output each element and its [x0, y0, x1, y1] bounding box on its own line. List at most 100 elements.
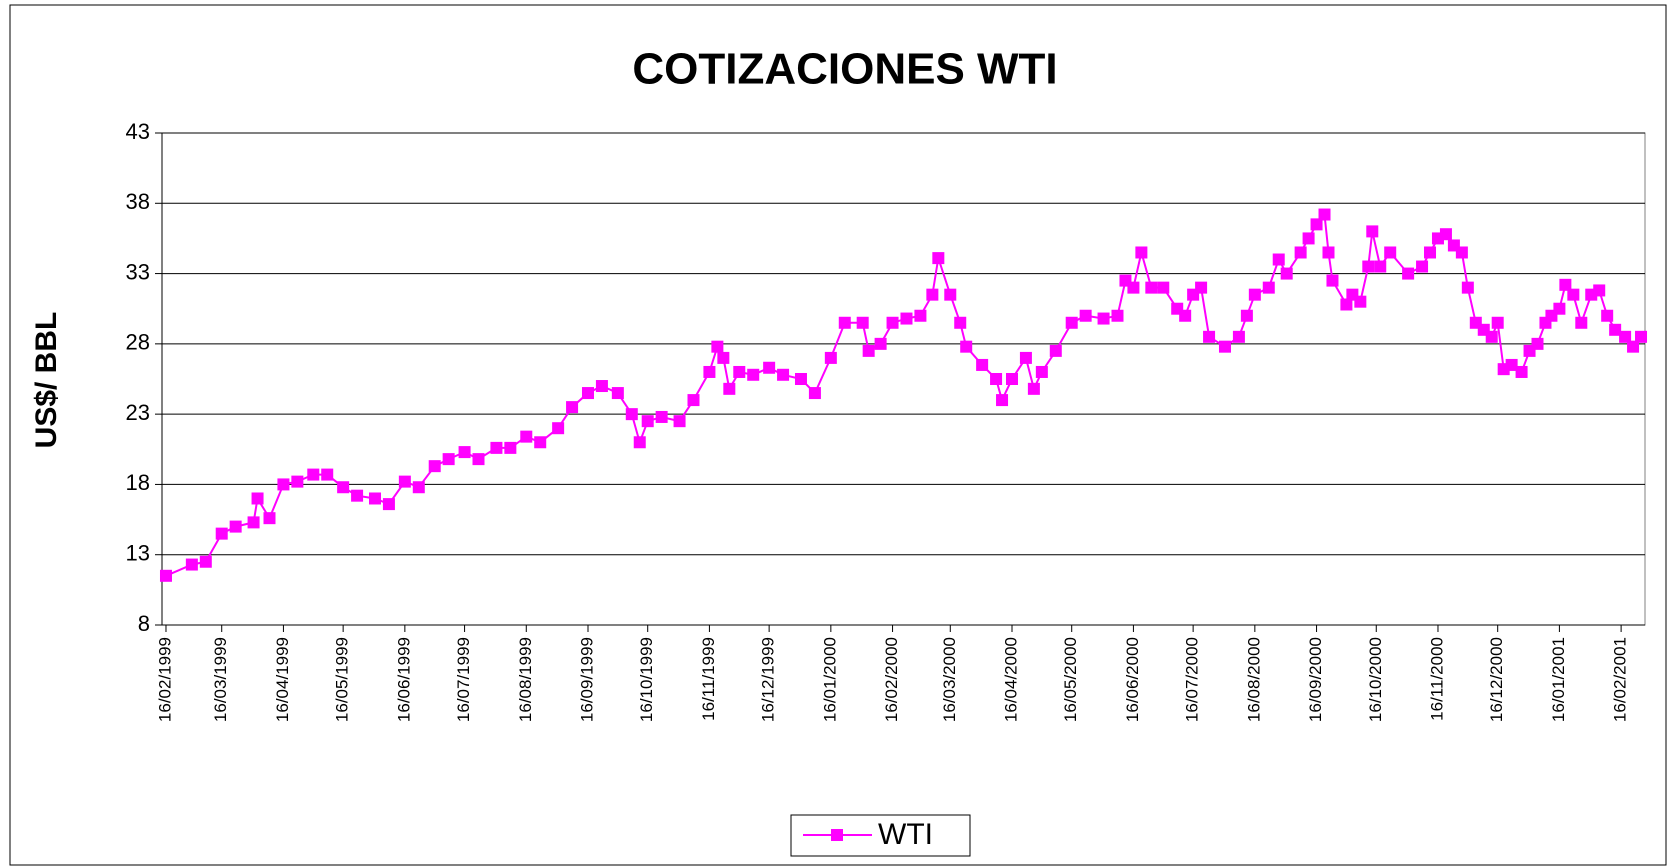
data-point: [655, 410, 668, 423]
data-point: [185, 558, 198, 571]
data-point: [996, 394, 1009, 407]
data-point: [458, 446, 471, 459]
data-point: [1218, 340, 1231, 353]
data-point: [199, 555, 212, 568]
x-tick-label: 16/02/2001: [1611, 637, 1630, 722]
x-tick-label: 16/01/2001: [1549, 637, 1568, 722]
chart-title: COTIZACIONES WTI: [632, 45, 1057, 94]
data-point: [337, 481, 350, 494]
data-point: [251, 492, 264, 505]
x-tick-label: 16/10/1999: [637, 637, 656, 722]
data-point: [1455, 246, 1468, 259]
data-point: [1424, 246, 1437, 259]
data-point: [534, 436, 547, 449]
data-point: [763, 361, 776, 374]
data-point: [307, 468, 320, 481]
data-point: [1049, 344, 1062, 357]
legend-marker: [831, 829, 843, 841]
data-point: [1240, 309, 1253, 322]
data-point: [247, 516, 260, 529]
data-point: [504, 441, 517, 454]
y-tick-label: 18: [126, 470, 150, 495]
data-point: [1609, 323, 1622, 336]
data-point: [472, 453, 485, 466]
x-tick-label: 16/09/2000: [1306, 637, 1325, 722]
data-point: [277, 478, 290, 491]
data-point: [1635, 330, 1648, 343]
data-point: [733, 365, 746, 378]
data-point: [552, 422, 565, 435]
x-tick-label: 16/12/1999: [759, 637, 778, 722]
data-point: [1145, 281, 1158, 294]
data-point: [1302, 232, 1315, 245]
data-point: [838, 316, 851, 329]
data-point: [1248, 288, 1261, 301]
x-tick-label: 16/02/2000: [882, 637, 901, 722]
x-tick-label: 16/11/2000: [1427, 637, 1446, 721]
data-point: [1310, 218, 1323, 231]
data-point: [1318, 208, 1331, 221]
data-point: [1232, 330, 1245, 343]
data-point: [229, 520, 242, 533]
data-point: [1491, 316, 1504, 329]
data-point: [398, 475, 411, 488]
data-point: [1005, 373, 1018, 385]
data-point: [1035, 365, 1048, 378]
data-point: [566, 401, 579, 414]
data-point: [824, 351, 837, 364]
y-tick-label: 28: [126, 330, 150, 355]
x-tick-label: 16/08/1999: [516, 637, 535, 722]
data-point: [291, 475, 304, 488]
data-point: [1079, 309, 1092, 322]
data-point: [932, 252, 945, 265]
legend: WTI: [790, 814, 971, 857]
data-point: [1384, 246, 1397, 259]
data-point: [368, 492, 381, 505]
data-point: [1601, 309, 1614, 322]
data-point: [862, 344, 875, 357]
data-point: [711, 340, 724, 353]
x-tick-label: 16/11/1999: [699, 637, 718, 721]
data-point: [1340, 298, 1353, 311]
data-point: [1097, 312, 1110, 325]
y-tick-label: 13: [126, 541, 150, 566]
data-point: [1366, 225, 1379, 238]
data-point: [321, 468, 334, 481]
data-point: [723, 382, 736, 395]
data-point: [215, 527, 228, 540]
plot-area: [161, 132, 1646, 626]
data-point: [1575, 316, 1588, 329]
data-point: [960, 340, 973, 353]
data-point: [1439, 228, 1452, 241]
data-point: [990, 373, 1003, 385]
data-point: [1354, 295, 1367, 308]
data-point: [1272, 253, 1285, 266]
data-point: [595, 380, 608, 393]
data-point: [1326, 274, 1339, 287]
x-tick-label: 16/01/2000: [820, 637, 839, 722]
x-tick-label: 16/08/2000: [1244, 637, 1263, 722]
data-point: [1111, 309, 1124, 322]
data-point: [1619, 330, 1632, 343]
data-point: [1019, 351, 1032, 364]
data-point: [808, 387, 821, 400]
data-point: [1374, 260, 1387, 273]
data-point: [1135, 246, 1148, 259]
data-point: [673, 415, 686, 428]
data-point: [794, 373, 807, 385]
data-point: [1065, 316, 1078, 329]
data-point: [1127, 281, 1140, 294]
y-tick-label: 43: [126, 119, 150, 144]
data-point: [1567, 288, 1580, 301]
x-tick-label: 16/02/1999: [155, 637, 174, 722]
x-tick-label: 16/04/1999: [273, 637, 292, 722]
legend-label: WTI: [878, 818, 933, 851]
data-point: [914, 309, 927, 322]
y-tick-label: 23: [126, 400, 150, 425]
data-point: [641, 415, 654, 428]
data-point: [625, 408, 638, 421]
data-point: [1461, 281, 1474, 294]
data-point: [900, 312, 913, 325]
x-tick-label: 16/07/2000: [1183, 637, 1202, 722]
